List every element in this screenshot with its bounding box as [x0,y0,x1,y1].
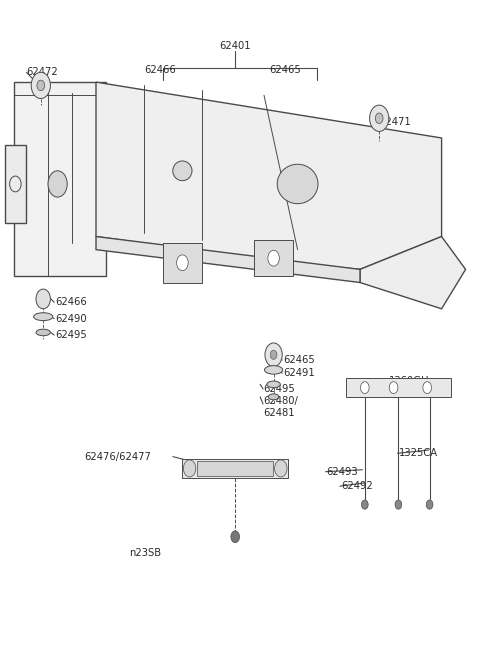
Text: 62481: 62481 [263,407,295,418]
Text: 62495: 62495 [263,384,295,394]
Circle shape [183,460,196,477]
Circle shape [265,343,282,367]
Circle shape [426,500,433,509]
Ellipse shape [277,164,318,204]
Circle shape [36,289,50,309]
Text: 62466: 62466 [144,65,176,76]
Ellipse shape [264,365,283,374]
Text: 62472: 62472 [26,67,58,78]
Text: 62480/: 62480/ [263,396,298,406]
Text: 62491: 62491 [283,368,315,378]
Polygon shape [254,240,293,276]
Circle shape [268,250,279,266]
Circle shape [395,500,402,509]
Polygon shape [163,243,202,283]
Circle shape [177,255,188,271]
Polygon shape [182,459,288,478]
Polygon shape [346,378,451,397]
Text: 62495: 62495 [55,330,87,340]
Circle shape [270,350,277,359]
Text: 62465: 62465 [283,355,315,365]
Circle shape [389,382,398,394]
Text: 62466: 62466 [55,297,87,307]
Circle shape [275,460,287,477]
Circle shape [48,171,67,197]
Circle shape [370,105,389,131]
Circle shape [423,382,432,394]
Polygon shape [5,145,26,223]
Text: 1360GH: 1360GH [389,376,429,386]
Text: 62471: 62471 [379,116,411,127]
Text: 1325CA: 1325CA [398,448,438,459]
Ellipse shape [268,394,279,399]
Ellipse shape [173,161,192,181]
Text: 62492: 62492 [341,481,372,491]
Text: 62476/62477: 62476/62477 [84,451,151,462]
Ellipse shape [36,329,50,336]
Circle shape [31,72,50,99]
Text: 62401: 62401 [219,41,251,51]
Ellipse shape [267,381,280,388]
Polygon shape [197,461,273,476]
Polygon shape [96,82,442,269]
Polygon shape [360,237,466,309]
Circle shape [375,113,383,124]
Ellipse shape [34,313,53,321]
Circle shape [361,500,368,509]
Polygon shape [14,82,106,276]
Text: 62490: 62490 [55,313,87,324]
Text: 62493: 62493 [326,466,358,477]
Circle shape [37,80,45,91]
Circle shape [231,531,240,543]
Text: 62465: 62465 [269,65,300,76]
Polygon shape [96,237,360,283]
Text: n23SB: n23SB [130,548,162,558]
Circle shape [360,382,369,394]
